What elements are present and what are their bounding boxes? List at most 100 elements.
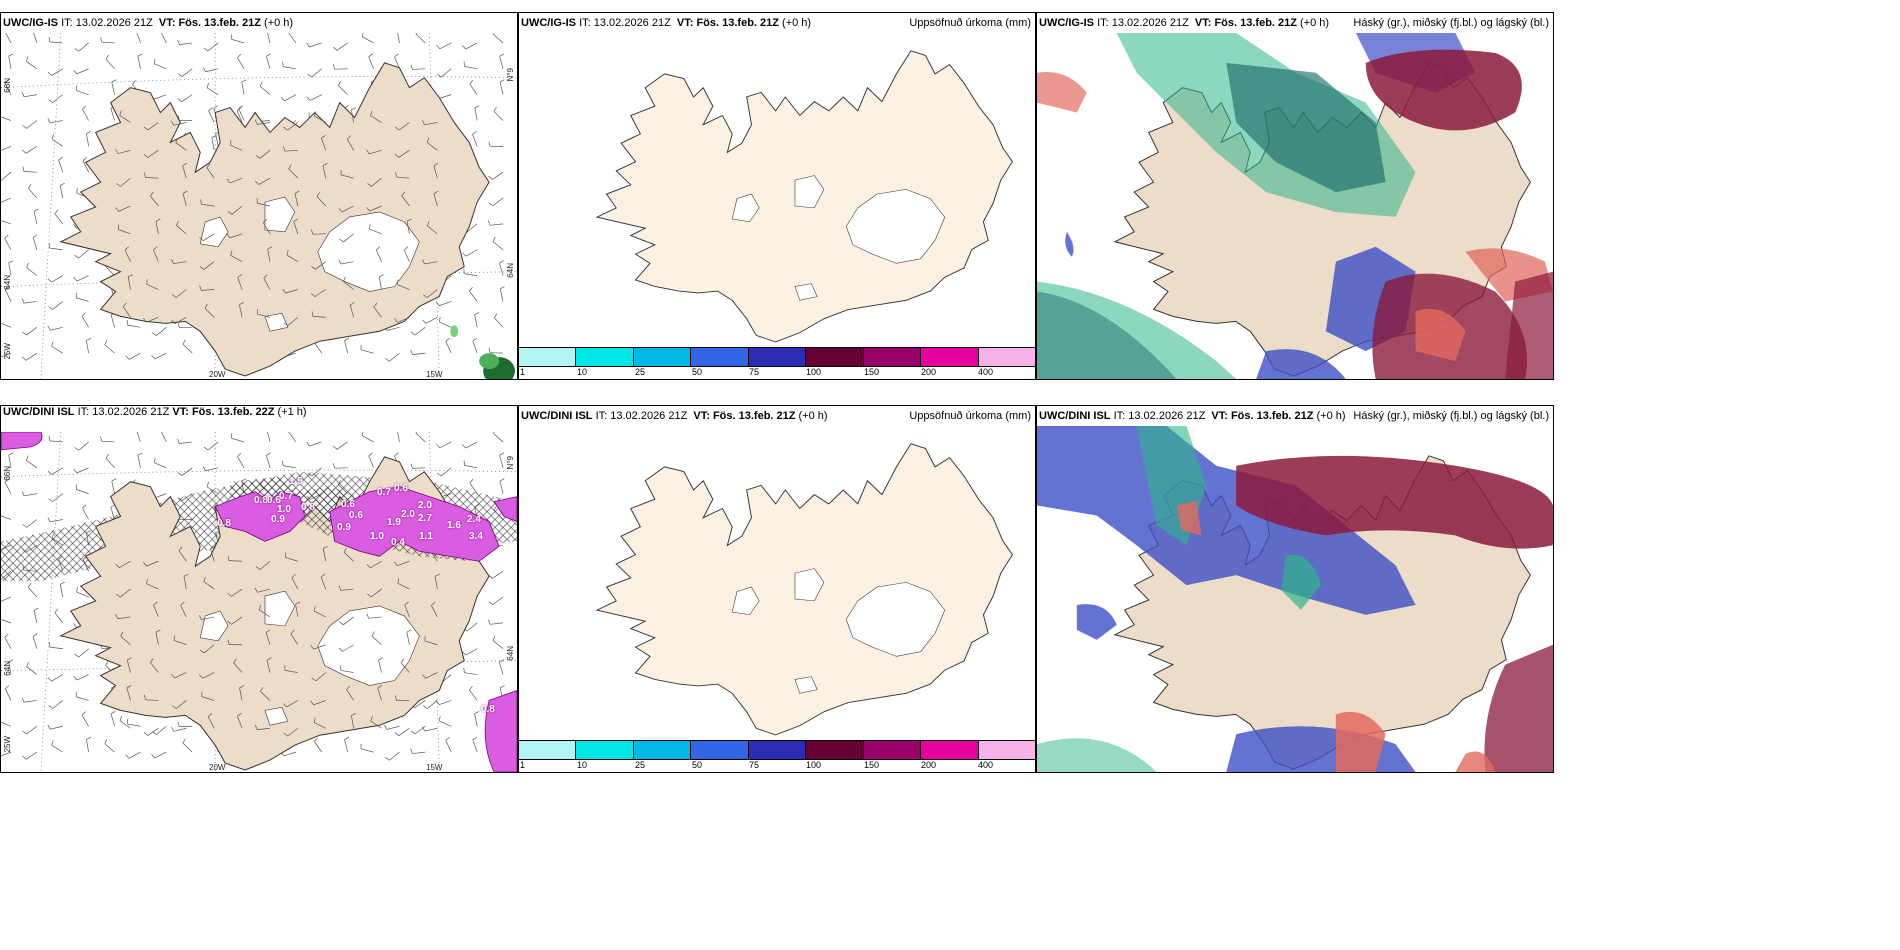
field-name: Háský (gr.), miðský (fj.bl.) og lágský (… (1353, 13, 1549, 33)
model-name: UWC/DINI ISL (1039, 410, 1111, 422)
legend-swatch (633, 348, 692, 366)
precip-map (596, 443, 1013, 736)
lead-time: (+1 h) (277, 406, 307, 418)
lat-label: N°9 (506, 68, 515, 82)
vt-label: VT: (1194, 17, 1212, 29)
it-label: IT: (595, 410, 608, 422)
legend-tick: 150 (864, 760, 880, 770)
lead-time: (+0 h) (798, 410, 828, 422)
vt-label: VT: (172, 406, 189, 418)
model-name: UWC/IG-IS (1039, 17, 1094, 29)
precip-legend: 1 10 25 50 75 100 150 200 400 (519, 740, 1035, 772)
legend-tick: 25 (635, 367, 646, 377)
lat-label: 64N (506, 263, 515, 278)
legend-swatch (806, 348, 864, 366)
model-name: UWC/IG-IS (521, 17, 576, 29)
precip-value: 1.5 (289, 476, 303, 487)
precip-value: 0.9 (271, 514, 285, 525)
lead-time: (+0 h) (1300, 17, 1330, 29)
vt-label: VT: (1211, 410, 1228, 422)
legend-swatch (921, 741, 979, 759)
legend-tick: 10 (577, 367, 588, 377)
precip-value: 0.4 (391, 537, 405, 548)
cloud-map (1037, 33, 1553, 379)
lon-label: 20W (209, 370, 226, 379)
lon-label: 15W (426, 763, 443, 772)
legend-tick: 50 (692, 760, 703, 770)
legend-swatch (748, 348, 807, 366)
vt-label: VT: (676, 17, 694, 29)
legend-tick: 25 (635, 760, 646, 770)
legend-swatch (576, 741, 634, 759)
legend-swatch (519, 348, 577, 366)
precip-value: 0.6 (394, 483, 408, 494)
precip-value: 1.1 (419, 531, 433, 542)
it-value: 13.02.2026 21Z (75, 17, 153, 29)
it-label: IT: (77, 406, 90, 418)
legend-tick: 1 (520, 760, 526, 770)
legend-bar (519, 740, 1035, 760)
model-name: UWC/IG-IS (3, 17, 58, 29)
legend-tick: 200 (921, 367, 937, 377)
panel-header: UWC/IG-IS IT: 13.02.2026 21Z VT: Fös. 13… (1, 13, 517, 33)
precip-value: 0.7 (377, 487, 391, 498)
legend-swatch (863, 348, 922, 366)
precip-value: 1.0 (370, 531, 384, 542)
precip-value: 2.0 (418, 500, 432, 511)
precip-value: 0.6 (341, 499, 355, 510)
legend-swatch (519, 741, 577, 759)
legend-tick: 150 (864, 367, 880, 377)
it-value: 13.02.2026 21Z (1111, 17, 1189, 29)
cloud-map (1037, 426, 1553, 772)
field-name: Uppsöfnuð úrkoma (mm) (909, 406, 1031, 426)
legend-swatch (978, 741, 1035, 759)
panel-header: UWC/IG-IS IT: 13.02.2026 21Z VT: Fös. 13… (519, 13, 1035, 33)
precip-value: 2.7 (418, 513, 432, 524)
map-panel-clouds-dini: UWC/DINI ISL IT: 13.02.2026 21Z VT: Fös.… (1036, 405, 1554, 773)
field-name: Uppsöfnuð úrkoma (mm) (909, 13, 1031, 33)
map-panel-precip-dini: UWC/DINI ISL IT: 13.02.2026 21Z VT: Fös.… (518, 405, 1036, 773)
legend-swatch (978, 348, 1035, 366)
legend-swatch (806, 741, 864, 759)
precip-value: 2.4 (467, 514, 481, 525)
precip-value: 0.7 (279, 491, 293, 502)
vt-label: VT: (693, 410, 710, 422)
lead-time: (+0 h) (782, 17, 812, 29)
map-canvas (519, 426, 1035, 740)
legend-swatch (633, 741, 692, 759)
legend-tick: 200 (921, 760, 937, 770)
vt-value: Fös. 13.feb. 21Z (1214, 17, 1297, 29)
lead-time: (+0 h) (264, 17, 294, 29)
precip-map (596, 50, 1013, 343)
vt-value: Fös. 13.feb. 21Z (696, 17, 779, 29)
vt-value: Fös. 13.feb. 21Z (712, 410, 796, 422)
legend-ticks: 1 10 25 50 75 100 150 200 400 (519, 760, 1035, 772)
legend-tick: 400 (978, 760, 994, 770)
lat-label: 66N (3, 78, 12, 93)
it-value: 13.02.2026 21Z (1128, 410, 1206, 422)
legend-tick: 400 (978, 367, 994, 377)
precip-value: 0.6 (349, 510, 363, 521)
lat-label: 25W (3, 736, 12, 753)
map-panel-precip-ig: UWC/IG-IS IT: 13.02.2026 21Z VT: Fös. 13… (518, 12, 1036, 380)
legend-swatch (691, 741, 749, 759)
legend-swatch (748, 741, 807, 759)
precip-value: 1.9 (387, 517, 401, 528)
legend-swatch (863, 741, 922, 759)
vt-value: Fös. 13.feb. 21Z (178, 17, 261, 29)
legend-tick: 50 (692, 367, 703, 377)
precip-value: 0.8 (254, 495, 268, 506)
it-label: IT: (61, 17, 73, 29)
legend-tick: 100 (806, 367, 822, 377)
lat-label: N°9 (506, 456, 515, 470)
legend-tick: 100 (806, 760, 822, 770)
legend-swatch (691, 348, 749, 366)
panel-header: UWC/DINI ISL IT: 13.02.2026 21Z VT: Fös.… (1, 406, 517, 432)
legend-tick: 10 (577, 760, 588, 770)
lon-label: 20W (209, 763, 226, 772)
legend-swatch (921, 348, 979, 366)
lat-label: 64N (506, 646, 515, 661)
precip-value: 0.6 (267, 495, 281, 506)
vt-label: VT: (158, 17, 176, 29)
map-canvas (1037, 33, 1553, 379)
